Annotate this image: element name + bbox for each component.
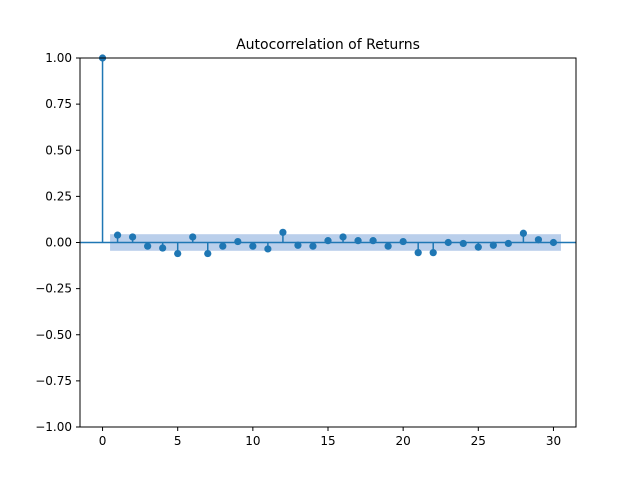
data-point (264, 245, 272, 253)
data-point (549, 238, 558, 247)
data-point (159, 244, 167, 252)
data-point (444, 238, 452, 247)
plot-area: 0 5 10 15 20 25 30 −1.00 −0.75 −0.50 −0.25 0.00 0.25… (35, 51, 577, 448)
data-point (324, 237, 332, 245)
data-point (399, 237, 407, 246)
data-point (129, 233, 137, 241)
data-point (474, 243, 482, 251)
data-point (279, 228, 287, 236)
data-point (174, 249, 182, 258)
data-point (113, 231, 122, 239)
y-tick-label: −0.50 (35, 328, 72, 342)
data-point (219, 242, 227, 250)
y-tick-label: −1.00 (35, 420, 72, 434)
y-tick-label: 1.00 (45, 51, 72, 65)
data-point (354, 237, 362, 245)
data-point (369, 237, 377, 245)
data-point (309, 242, 317, 250)
x-tick-label: 25 (471, 434, 486, 448)
data-point (204, 249, 212, 258)
data-point (144, 242, 152, 250)
data-point (414, 249, 422, 257)
y-tick-label: 0.75 (45, 97, 72, 111)
data-point (249, 242, 257, 250)
data-point (459, 239, 467, 248)
x-tick-label: 5 (174, 434, 182, 448)
x-tick-label: 10 (245, 434, 260, 448)
data-point (339, 233, 347, 241)
y-tick-label: 0.25 (45, 189, 72, 203)
x-tick-label: 0 (99, 434, 107, 448)
y-tick-label: −0.25 (35, 282, 72, 296)
x-tick-label: 30 (546, 434, 561, 448)
x-tick-label: 15 (320, 434, 335, 448)
data-point (504, 239, 512, 248)
x-tick-label: 20 (396, 434, 411, 448)
data-point (234, 237, 242, 246)
data-point (519, 229, 527, 237)
chart-title: Autocorrelation of Returns (236, 37, 420, 53)
data-point (534, 236, 543, 244)
y-tick-label: −0.75 (35, 374, 72, 388)
data-point (189, 233, 197, 241)
data-point (429, 249, 437, 257)
data-point (384, 242, 392, 250)
data-point (489, 241, 497, 249)
y-tick-label: 0.50 (45, 143, 72, 157)
y-tick-label: 0.00 (45, 236, 72, 250)
data-point (294, 241, 302, 249)
